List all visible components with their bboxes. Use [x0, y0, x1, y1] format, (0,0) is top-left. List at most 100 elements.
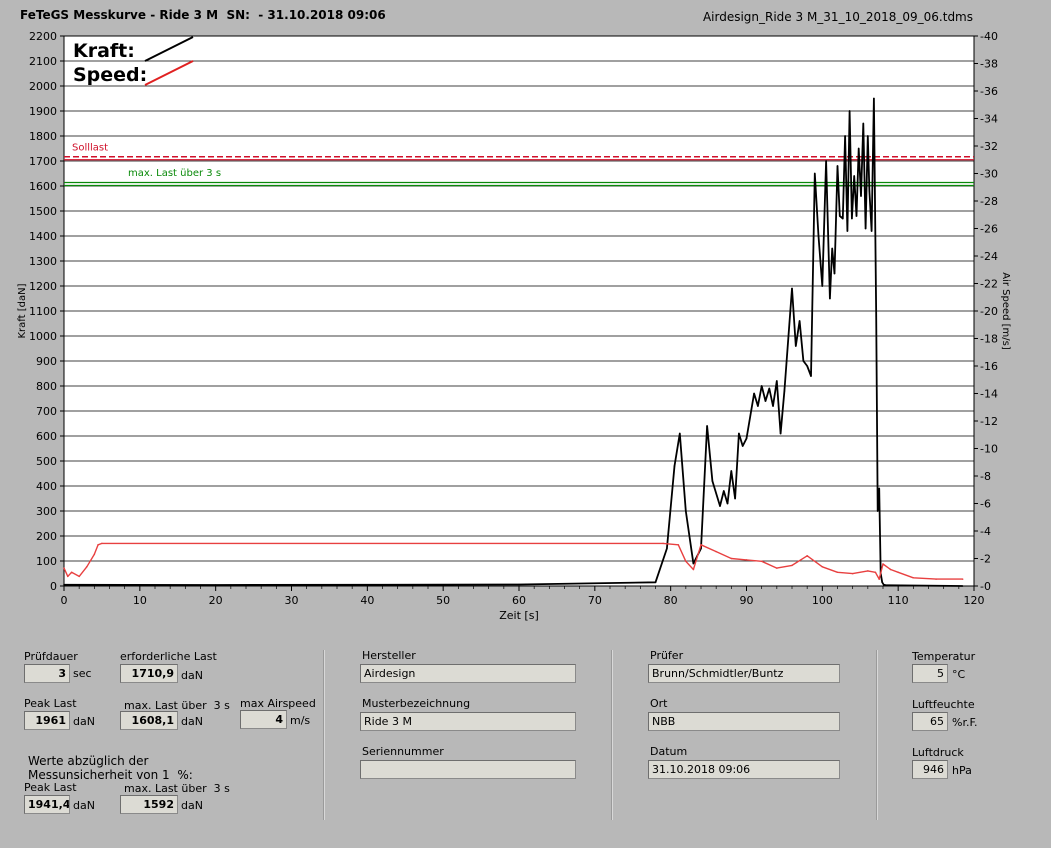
musterbezeichnung-label: Musterbezeichnung — [362, 697, 471, 710]
data-point-kraft — [794, 345, 797, 347]
y2-tick-label: -36 — [980, 85, 998, 98]
y-tick-label: 0 — [50, 580, 57, 593]
hersteller-label: Hersteller — [362, 649, 416, 662]
y2-tick-label: -24 — [980, 250, 998, 263]
data-point-kraft — [851, 217, 853, 220]
data-point-kraft — [961, 585, 964, 587]
data-point-kraft — [745, 437, 748, 440]
data-point-kraft — [673, 465, 676, 467]
data-point-kraft — [806, 365, 808, 367]
data-point-kraft — [741, 445, 744, 447]
data-point-speed — [101, 542, 103, 545]
data-point-speed — [730, 557, 733, 560]
x-tick-label: 0 — [61, 594, 68, 607]
erforderliche-last-field: 1710,9 — [120, 664, 178, 683]
pruefer-label: Prüfer — [650, 649, 684, 662]
data-point-kraft — [706, 425, 708, 427]
y2-tick-label: -16 — [980, 360, 998, 373]
x-tick-label: 90 — [740, 594, 754, 607]
data-point-speed — [93, 553, 96, 556]
data-point-kraft — [829, 297, 831, 300]
data-point-kraft — [776, 380, 778, 382]
y-tick-label: 1700 — [29, 155, 57, 168]
data-point-speed — [874, 571, 877, 574]
datum-label: Datum — [650, 745, 688, 758]
data-point-kraft — [867, 135, 869, 137]
data-point-speed — [878, 578, 881, 580]
data-point-speed — [70, 571, 73, 574]
temperatur-field: 5 — [912, 664, 948, 683]
y-tick-label: 1000 — [29, 330, 57, 343]
y2-tick-label: -22 — [980, 278, 998, 291]
data-point-kraft — [831, 247, 833, 250]
data-point-kraft — [783, 390, 786, 392]
ort-field: NBB — [648, 712, 840, 731]
data-point-speed — [692, 568, 695, 571]
y-tick-label: 800 — [36, 380, 57, 393]
data-point-kraft — [685, 510, 687, 512]
y2-tick-label: -14 — [980, 388, 998, 401]
x-axis-label: Zeit [s] — [499, 609, 538, 622]
y2-axis-label: Air Speed [m/s] — [1000, 272, 1011, 350]
series-line-speed — [63, 542, 963, 580]
data-point-kraft — [881, 581, 884, 584]
data-point-speed — [851, 572, 854, 575]
data-point-kraft — [711, 480, 714, 482]
legend-label: Speed: — [73, 64, 147, 86]
data-point-speed — [685, 560, 687, 563]
peak-last-field: 1961 — [24, 711, 70, 730]
y2-tick-label: -6 — [980, 498, 991, 511]
data-point-speed — [882, 563, 884, 565]
y-tick-label: 1300 — [29, 255, 57, 268]
y2-tick-label: -40 — [980, 30, 998, 43]
data-point-speed — [867, 570, 869, 572]
luftdruck-field: 946 — [912, 760, 948, 779]
max-airspeed-label: max Airspeed — [240, 697, 316, 710]
measurement-chart: 0100200300400500600700800900100011001200… — [17, 30, 1011, 622]
y2-tick-label: -18 — [980, 333, 998, 346]
data-point-kraft — [870, 230, 873, 232]
peak-last-corr-label: Peak Last — [24, 781, 77, 794]
x-tick-label: 70 — [588, 594, 602, 607]
data-point-kraft — [844, 135, 846, 137]
data-point-kraft — [760, 385, 763, 387]
y2-tick-label: -38 — [980, 58, 998, 71]
data-point-kraft — [853, 175, 855, 177]
max-airspeed-unit: m/s — [290, 714, 311, 727]
panel-divider — [323, 650, 325, 820]
y2-tick-label: -28 — [980, 195, 998, 208]
x-tick-label: 60 — [512, 594, 526, 607]
y2-tick-label: -2 — [980, 553, 991, 566]
pruefer-field: Brunn/Schmidtler/Buntz — [648, 664, 840, 683]
data-point-speed — [66, 575, 69, 578]
panel-divider — [611, 650, 613, 820]
y-tick-label: 2100 — [29, 55, 57, 68]
y-tick-label: 400 — [36, 480, 57, 493]
data-point-kraft — [876, 510, 879, 512]
data-point-kraft — [885, 584, 887, 587]
data-point-kraft — [810, 375, 812, 377]
data-point-kraft — [366, 583, 369, 586]
werte-note-line1: Werte abzüglich der — [28, 754, 149, 768]
y-tick-label: 500 — [36, 455, 57, 468]
y-tick-label: 1800 — [29, 130, 57, 143]
data-point-kraft — [862, 122, 865, 125]
hersteller-field: Airdesign — [360, 664, 576, 683]
data-point-speed — [662, 542, 664, 545]
seriennummer-label: Seriennummer — [362, 745, 444, 758]
y2-tick-label: -8 — [980, 470, 991, 483]
reference-label-max-last: max. Last über 3 s — [128, 168, 221, 179]
data-point-kraft — [878, 487, 881, 490]
seriennummer-field — [360, 760, 576, 779]
data-point-speed — [63, 567, 65, 569]
y-tick-label: 1400 — [29, 230, 57, 243]
y2-tick-label: -32 — [980, 140, 998, 153]
ort-label: Ort — [650, 697, 668, 710]
y-tick-label: 1500 — [29, 205, 57, 218]
max-last-unit: daN — [181, 715, 203, 728]
data-point-kraft — [779, 432, 782, 435]
data-point-kraft — [518, 583, 520, 586]
data-point-kraft — [868, 190, 871, 192]
luftfeuchte-label: Luftfeuchte — [912, 698, 975, 711]
panel-divider — [876, 650, 878, 820]
